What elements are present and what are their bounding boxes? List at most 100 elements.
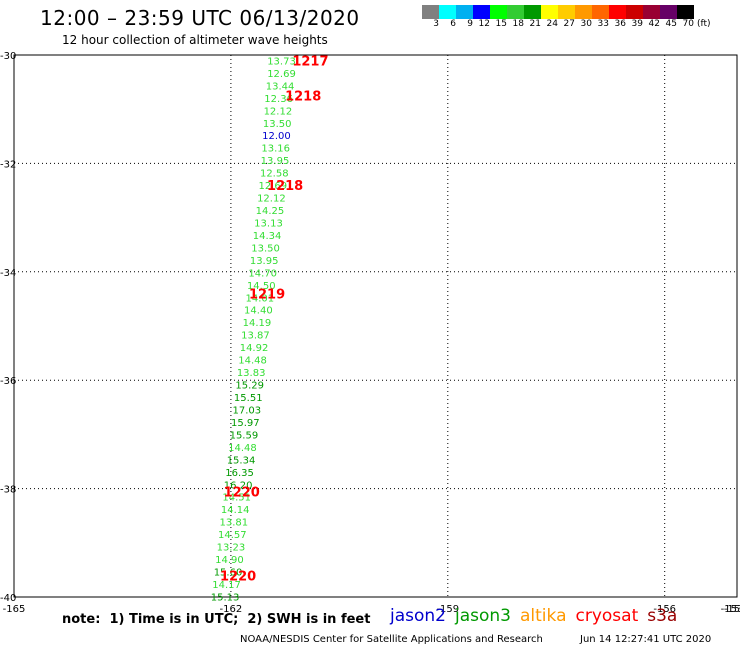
- time-label: 1220: [224, 485, 260, 500]
- legend-swatch: [524, 5, 541, 19]
- data-value: 14.92: [240, 343, 269, 354]
- legend-value: 18: [512, 19, 524, 29]
- y-tick-label: -38: [0, 485, 16, 496]
- legend-swatch: [490, 5, 507, 19]
- data-value: 13.23: [217, 543, 246, 554]
- satellite-legend: jason2 jason3 altika cryosat s3a: [390, 606, 686, 626]
- legend-swatches: [422, 5, 711, 19]
- satellite-jason2: jason2: [390, 606, 446, 626]
- legend-value: 12: [478, 19, 490, 29]
- data-value: 17.03: [232, 405, 261, 416]
- data-value: 15.13: [211, 592, 240, 603]
- x-tick-label: -165: [3, 604, 26, 615]
- satellite-cryosat: cryosat: [575, 606, 639, 626]
- legend-value: 15: [495, 19, 507, 29]
- x-tick-label: -15: [724, 604, 740, 615]
- legend-swatch: [575, 5, 592, 19]
- legend-swatch: [439, 5, 456, 19]
- data-value: 13.13: [254, 218, 283, 229]
- legend-swatch: [677, 5, 694, 19]
- y-tick-label: -32: [0, 159, 16, 170]
- data-value: 15.59: [230, 430, 259, 441]
- data-value: 14.51: [222, 493, 251, 504]
- data-value: 14.14: [221, 505, 250, 516]
- data-value: 14.40: [244, 306, 273, 317]
- data-value: 13.95: [250, 256, 279, 267]
- legend-swatch: [422, 5, 439, 19]
- legend-value: 24: [546, 19, 558, 29]
- page-title: 12:00 – 23:59 UTC 06/13/2020: [40, 6, 360, 30]
- color-legend: 3 6 9 12 15 18 21 24 27 30 33 36 39 42 45 70 (ft): [422, 5, 711, 29]
- time-label: 1220: [220, 569, 256, 584]
- legend-swatch: [473, 5, 490, 19]
- legend-swatch: [609, 5, 626, 19]
- data-value: 12.69: [267, 69, 296, 80]
- data-value: 15.29: [235, 381, 264, 392]
- legend-value: 21: [529, 19, 541, 29]
- data-value: 12.69: [259, 181, 288, 192]
- y-tick-label: -40: [0, 593, 16, 604]
- satellite-s3a: s3a: [647, 606, 678, 626]
- data-value: 12.12: [257, 194, 286, 205]
- legend-value: 9: [467, 19, 473, 29]
- data-value: 15.34: [227, 455, 256, 466]
- legend-value: 39: [631, 19, 643, 29]
- legend-swatch: [626, 5, 643, 19]
- data-value: 14.90: [215, 555, 244, 566]
- data-value: 14.17: [212, 580, 241, 591]
- legend-value: 42: [648, 19, 660, 29]
- data-value: 13.83: [237, 368, 266, 379]
- data-value: 14.70: [248, 268, 277, 279]
- generation-timestamp: Jun 14 12:27:41 UTC 2020: [580, 634, 712, 645]
- data-value: 13.81: [219, 518, 248, 529]
- footer-note: note: 1) Time is in UTC; 2) SWH is in fe…: [62, 612, 371, 627]
- legend-swatch: [456, 5, 473, 19]
- legend-value: 6: [450, 19, 456, 29]
- time-label: 1217: [292, 54, 328, 69]
- plot-frame: [13, 54, 738, 598]
- credit-line: NOAA/NESDIS Center for Satellite Applica…: [240, 634, 543, 645]
- legend-swatch: [558, 5, 575, 19]
- data-value: 16.20: [224, 480, 253, 491]
- data-value: 12.00: [262, 131, 291, 142]
- time-label: 1219: [249, 287, 285, 302]
- data-value: 13.50: [251, 243, 280, 254]
- x-tick-label: -159: [436, 604, 459, 615]
- legend-unit: (ft): [697, 19, 711, 29]
- data-value: 12.12: [264, 106, 293, 117]
- data-value: 13.95: [261, 156, 290, 167]
- x-tick-label: -153: [721, 604, 740, 615]
- data-value: 12.58: [260, 169, 289, 180]
- y-tick-label: -34: [0, 268, 16, 279]
- legend-value: 27: [563, 19, 575, 29]
- x-tick-label: -162: [220, 604, 243, 615]
- data-value: 13.50: [263, 119, 292, 130]
- legend-value: 36: [614, 19, 626, 29]
- satellite-altika: altika: [520, 606, 567, 626]
- legend-swatch: [507, 5, 524, 19]
- data-value: 15.97: [231, 418, 260, 429]
- legend-value: 30: [580, 19, 592, 29]
- time-label: 1218: [285, 90, 321, 105]
- legend-swatch: [660, 5, 677, 19]
- legend-swatch: [541, 5, 558, 19]
- data-value: 13.87: [241, 331, 270, 342]
- data-value: 14.48: [228, 443, 257, 454]
- data-value: 14.01: [245, 293, 274, 304]
- data-value: 13.44: [266, 81, 295, 92]
- data-value: 15.60: [214, 568, 243, 579]
- page-subtitle: 12 hour collection of altimeter wave hei…: [62, 33, 328, 47]
- data-value: 14.25: [256, 206, 285, 217]
- x-tick-label: -156: [653, 604, 676, 615]
- satellite-jason3: jason3: [455, 606, 511, 626]
- data-value: 14.19: [243, 318, 272, 329]
- legend-swatch: [643, 5, 660, 19]
- data-value: 16.35: [225, 468, 254, 479]
- data-value: 13.73: [267, 56, 296, 67]
- y-tick-label: -30: [0, 51, 16, 62]
- legend-swatch: [592, 5, 609, 19]
- time-label: 1218: [267, 179, 303, 194]
- legend-value: 45: [665, 19, 677, 29]
- data-value: 12.36: [264, 94, 293, 105]
